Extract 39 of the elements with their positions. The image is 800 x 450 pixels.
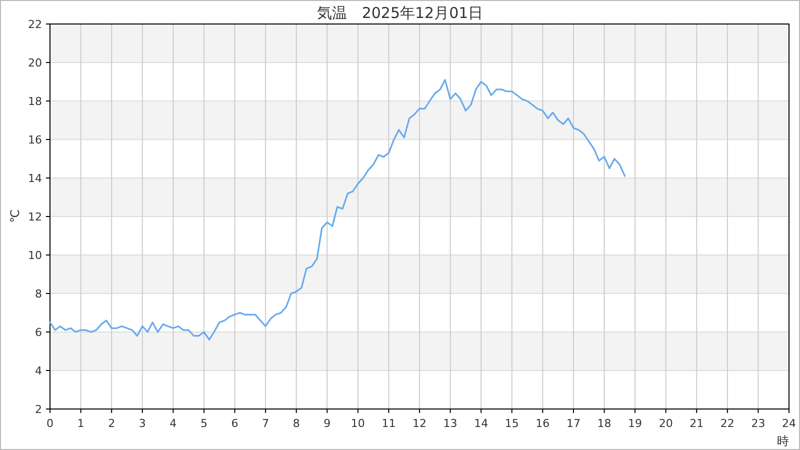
x-tick-label: 2 — [108, 417, 116, 430]
x-tick-label: 17 — [566, 417, 580, 430]
x-tick-label: 7 — [262, 417, 270, 430]
x-tick-label: 22 — [720, 417, 734, 430]
x-tick-label: 8 — [292, 417, 300, 430]
x-tick-label: 5 — [200, 417, 208, 430]
x-tick-label: 11 — [382, 417, 396, 430]
x-tick-label: 12 — [412, 417, 426, 430]
x-tick-label: 6 — [231, 417, 238, 430]
x-tick-label: 9 — [324, 417, 331, 430]
x-tick-label: 18 — [597, 417, 612, 430]
x-tick-label: 21 — [690, 417, 704, 430]
x-tick-label: 4 — [170, 417, 177, 430]
x-tick-label: 3 — [138, 417, 146, 430]
x-tick-label: 10 — [350, 417, 365, 430]
x-tick-label: 19 — [628, 417, 642, 430]
y-tick-label: 16 — [28, 134, 42, 146]
y-tick-label: 6 — [35, 326, 42, 339]
x-tick-label: 13 — [443, 417, 458, 430]
x-tick-label: 0 — [46, 417, 54, 430]
y-tick-label: 2 — [35, 403, 42, 416]
x-tick-label: 24 — [782, 417, 796, 430]
y-tick-label: 10 — [28, 249, 42, 262]
x-tick-label: 23 — [751, 417, 766, 430]
y-tick-label: 20 — [28, 56, 42, 70]
y-tick-label: 8 — [35, 288, 42, 300]
y-tick-label: 12 — [28, 210, 42, 224]
x-tick-label: 15 — [504, 417, 519, 430]
y-axis-title: ℃ — [8, 209, 22, 223]
x-tick-label: 1 — [77, 417, 84, 430]
x-tick-label: 14 — [474, 417, 488, 430]
y-tick-label: 4 — [35, 364, 42, 378]
x-tick-label: 16 — [536, 417, 550, 430]
x-tick-label: 20 — [658, 417, 673, 430]
y-tick-label: 14 — [28, 172, 42, 185]
chart-title: 気温 2025年12月01日 — [316, 4, 484, 22]
y-tick-label: 22 — [28, 18, 42, 31]
y-tick-label: 18 — [28, 95, 42, 108]
x-axis-title: 時 — [777, 434, 789, 448]
